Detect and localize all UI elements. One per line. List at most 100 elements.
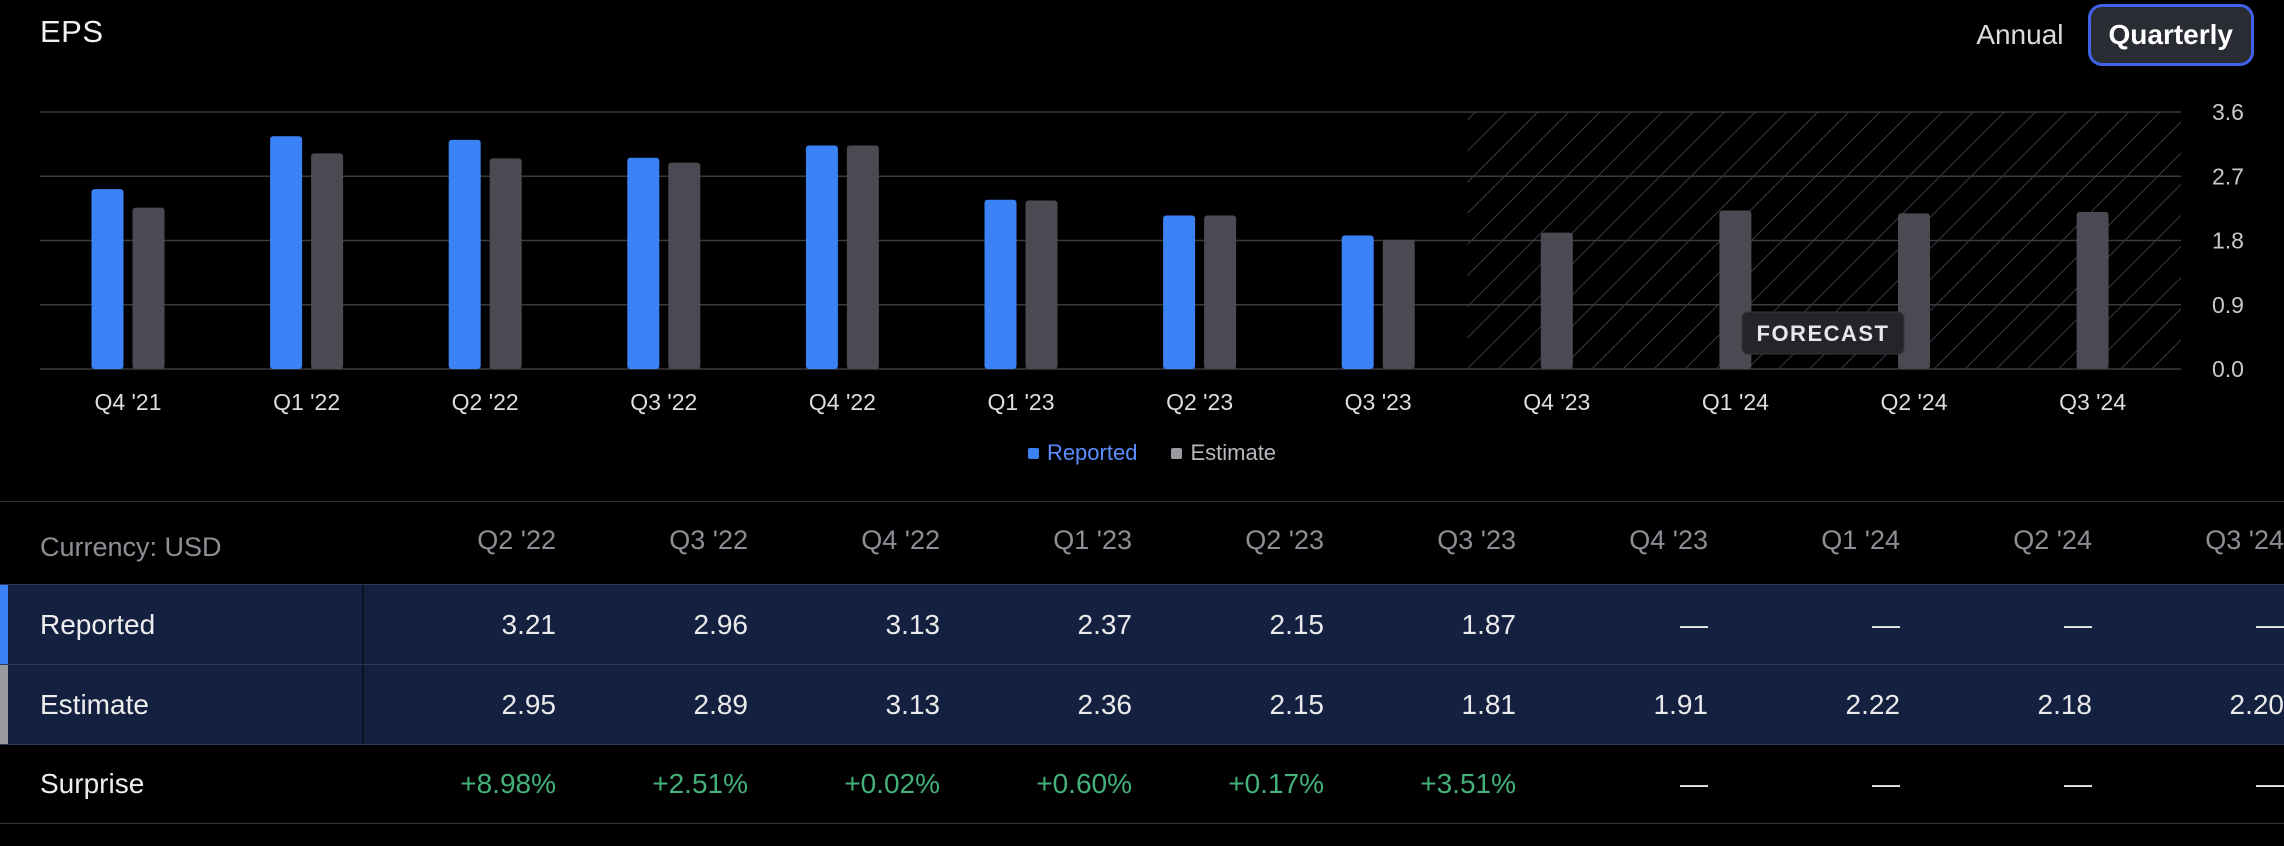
table-cell: 2.89 <box>693 688 749 720</box>
page-title: EPS <box>40 14 104 49</box>
column-header: Q3 '23 <box>1437 524 1516 555</box>
estimate-swatch <box>1171 447 1183 459</box>
bar-reported[interactable] <box>805 145 838 369</box>
table-cell: — <box>1680 768 1708 799</box>
bar-estimate[interactable] <box>2076 211 2109 369</box>
y-tick-label: 2.7 <box>2212 163 2244 189</box>
legend-item-reported[interactable]: Reported <box>1027 440 1138 466</box>
estimate-marker <box>0 665 8 744</box>
table-cell: — <box>1872 768 1900 799</box>
table-cell: 2.22 <box>1845 688 1901 720</box>
table-cell: — <box>2256 768 2284 799</box>
table-cell: 2.37 <box>1077 608 1133 640</box>
y-tick-label: 0.9 <box>2212 292 2244 318</box>
column-header: Q4 '22 <box>861 524 940 555</box>
period-toggle: Annual Quarterly <box>1952 4 2254 66</box>
column-header: Q4 '23 <box>1629 524 1708 555</box>
y-tick-label: 0.0 <box>2212 356 2244 382</box>
table-cell: 2.36 <box>1077 688 1133 720</box>
x-tick-label: Q2 '22 <box>452 389 519 415</box>
x-tick-label: Q3 '23 <box>1345 389 1412 415</box>
x-tick-label: Q1 '22 <box>273 389 340 415</box>
table-cell: 2.95 <box>501 688 557 720</box>
table-cell: 3.13 <box>885 688 941 720</box>
table-header-row: Currency: USD Q2 '22 Q3 '22 Q4 '22 Q1 '23 Q2… <box>0 501 2284 584</box>
reported-marker <box>0 585 8 664</box>
table-cell: 3.21 <box>501 608 557 640</box>
x-tick-label: Q4 '21 <box>94 389 161 415</box>
bar-estimate[interactable] <box>489 158 522 369</box>
y-tick-label: 1.8 <box>2212 228 2244 254</box>
table-cell: 1.87 <box>1461 608 1517 640</box>
table-cell: 2.20 <box>2229 688 2284 720</box>
x-tick-label: Q2 '23 <box>1166 389 1233 415</box>
table-cell: 2.96 <box>693 608 749 640</box>
x-tick-label: Q4 '23 <box>1523 389 1590 415</box>
bar-reported[interactable] <box>627 157 660 369</box>
table-cell: +0.02% <box>844 768 940 799</box>
bar-estimate[interactable] <box>1025 200 1058 369</box>
bar-estimate[interactable] <box>132 207 165 369</box>
chart-legend: Reported Estimate <box>0 440 2284 466</box>
bar-estimate[interactable] <box>668 162 701 369</box>
legend-label-estimate: Estimate <box>1190 440 1277 465</box>
bar-reported[interactable] <box>91 189 124 369</box>
table-cell: 3.13 <box>885 608 941 640</box>
x-tick-label: Q4 '22 <box>809 389 876 415</box>
column-header: Q1 '23 <box>1053 524 1132 555</box>
bar-estimate[interactable] <box>1898 213 1930 369</box>
legend-item-estimate[interactable]: Estimate <box>1171 440 1276 466</box>
column-header: Q3 '24 <box>2205 524 2284 555</box>
currency-label: Currency: USD <box>40 531 222 562</box>
annual-button[interactable]: Annual <box>1976 19 2064 50</box>
forecast-label: FORECAST <box>1757 321 1890 346</box>
table-row-reported[interactable]: Reported 3.21 2.96 3.13 2.37 2.15 1.87 — — — — <box>0 584 2284 664</box>
bar-reported[interactable] <box>984 199 1017 369</box>
column-header: Q3 '22 <box>669 524 748 555</box>
column-header: Q2 '23 <box>1245 524 1324 555</box>
table-cell: +0.17% <box>1228 768 1324 799</box>
table-cell: 2.18 <box>2037 688 2093 720</box>
table-cell: +0.60% <box>1036 768 1132 799</box>
legend-label-reported: Reported <box>1046 440 1138 465</box>
table-cell: 2.15 <box>1269 608 1325 640</box>
y-tick-label: 3.6 <box>2212 99 2244 125</box>
eps-bar-chart: Q4 '21 Q1 '22 Q2 '22 Q3 '22 Q4 '22 Q1 '23 Q2 '… <box>40 99 2244 415</box>
x-tick-label: Q1 '23 <box>987 389 1054 415</box>
table-cell: — <box>2064 768 2092 799</box>
bar-reported[interactable] <box>1163 215 1196 369</box>
table-cell: 1.91 <box>1653 688 1709 720</box>
forecast-badge: FORECAST <box>1741 311 1905 355</box>
bar-estimate[interactable] <box>1382 239 1415 369</box>
bar-estimate[interactable] <box>1540 232 1573 369</box>
column-header: Q1 '24 <box>1821 524 1900 555</box>
x-tick-label: Q1 '24 <box>1702 389 1769 415</box>
bar-reported[interactable] <box>1341 235 1374 369</box>
table-cell: +8.98% <box>460 768 556 799</box>
bar-reported[interactable] <box>270 136 303 369</box>
column-header: Q2 '22 <box>477 524 556 555</box>
column-header: Q2 '24 <box>2013 524 2092 555</box>
bar-estimate[interactable] <box>846 145 879 369</box>
row-label-surprise: Surprise <box>40 768 145 799</box>
bar-reported[interactable] <box>448 139 481 369</box>
table-cell: 2.15 <box>1269 688 1325 720</box>
x-tick-label: Q3 '24 <box>2059 389 2126 415</box>
table-cell: — <box>2064 608 2092 640</box>
row-label-reported: Reported <box>0 585 364 664</box>
table-cell: — <box>1872 608 1900 640</box>
bar-estimate[interactable] <box>311 153 344 369</box>
table-cell: 1.81 <box>1461 688 1517 720</box>
row-label-estimate: Estimate <box>0 665 364 744</box>
table-row-estimate[interactable]: Estimate 2.95 2.89 3.13 2.36 2.15 1.81 1.91 2.2… <box>0 664 2284 744</box>
eps-table: Currency: USD Q2 '22 Q3 '22 Q4 '22 Q1 '23 Q2… <box>0 501 2284 824</box>
table-cell: — <box>1680 608 1708 640</box>
x-tick-label: Q2 '24 <box>1880 389 1947 415</box>
x-tick-label: Q3 '22 <box>630 389 697 415</box>
table-row-surprise: Surprise +8.98% +2.51% +0.02% +0.60% +0.17% +… <box>0 744 2284 824</box>
bar-estimate[interactable] <box>1204 215 1237 369</box>
quarterly-button[interactable]: Quarterly <box>2087 4 2254 66</box>
table-cell: +2.51% <box>652 768 748 799</box>
reported-swatch <box>1027 447 1039 459</box>
table-cell: +3.51% <box>1420 768 1516 799</box>
